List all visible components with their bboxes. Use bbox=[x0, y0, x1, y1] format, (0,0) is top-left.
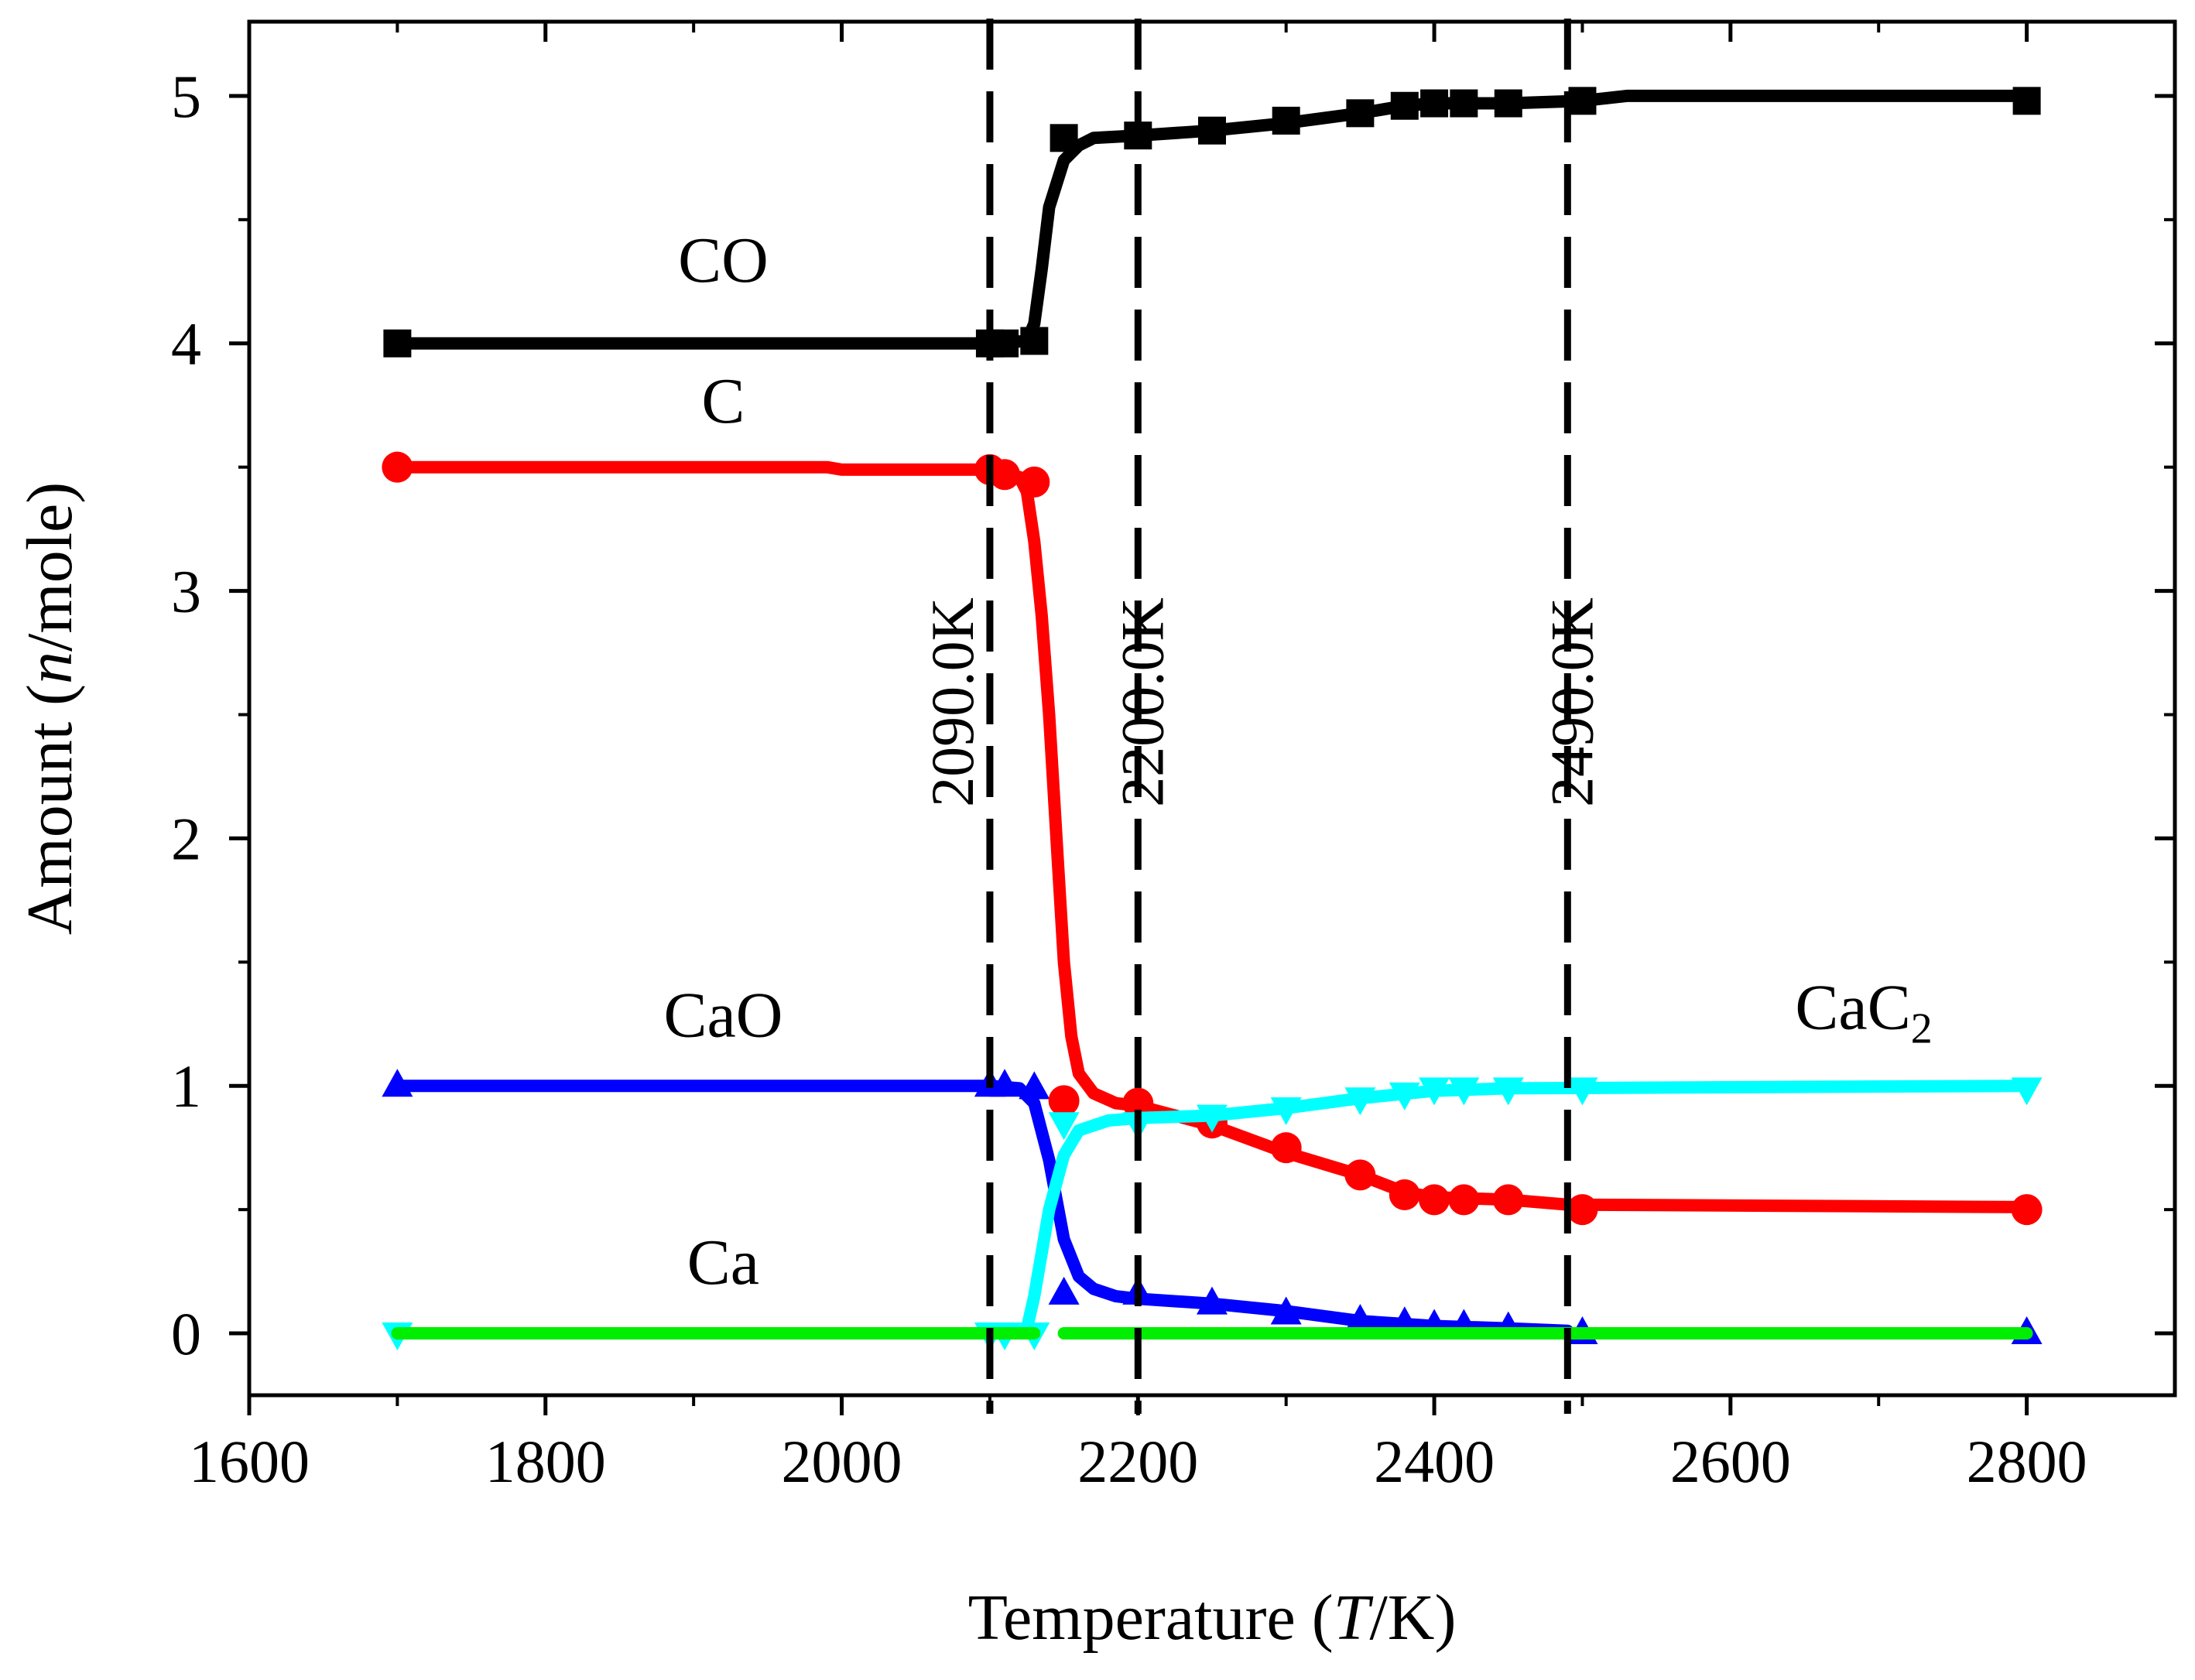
series-cac2-point-6 bbox=[1197, 1104, 1228, 1133]
series-cac2-point-12 bbox=[1492, 1077, 1524, 1106]
reference-line-label-0: 2090.0K bbox=[919, 597, 986, 807]
series-label-subscript: 2 bbox=[1911, 1005, 1933, 1053]
series-cac2-point-14 bbox=[2011, 1077, 2043, 1106]
series-co-point-3 bbox=[1020, 327, 1049, 355]
series-cac2-point-13 bbox=[1567, 1077, 1598, 1106]
series-cac2-point-10 bbox=[1419, 1077, 1450, 1106]
series-label-text: CaC bbox=[1795, 972, 1910, 1044]
x-tick-label-2800: 2800 bbox=[1967, 1428, 2087, 1495]
x-tick-label-2600: 2600 bbox=[1670, 1428, 1791, 1495]
series-labels: CO C CaO Ca CaC2 bbox=[663, 224, 1932, 1298]
series-c-point-13 bbox=[1567, 1194, 1598, 1226]
x-tick-label-2400: 2400 bbox=[1374, 1428, 1495, 1495]
y-tick-label-1: 1 bbox=[171, 1052, 201, 1120]
series-c-point-11 bbox=[1448, 1184, 1480, 1216]
x-axis-title: Temperature (T/K) bbox=[968, 1582, 1457, 1654]
series-label-cac2: CaC2 bbox=[1795, 972, 1932, 1053]
axis-tick-labels: 1600 1800 2000 2200 2400 2600 2800 0 1 2 3 4 5 bbox=[171, 63, 2087, 1495]
y-tick-label-2: 2 bbox=[171, 805, 201, 872]
series-co-point-6 bbox=[1198, 116, 1226, 145]
y-axis-title-var: n bbox=[14, 652, 86, 684]
series-cac2-point-4 bbox=[1048, 1112, 1080, 1141]
series-co-point-9 bbox=[1390, 91, 1419, 120]
series-c-point-9 bbox=[1389, 1179, 1420, 1210]
series-co-point-7 bbox=[1272, 106, 1300, 135]
series-c-point-8 bbox=[1344, 1159, 1376, 1191]
x-tick-label-2200: 2200 bbox=[1077, 1428, 1198, 1495]
plot-frame bbox=[247, 19, 2177, 1398]
x-axis-title-suffix: /K) bbox=[1369, 1582, 1456, 1654]
series-label-text: C bbox=[701, 365, 745, 437]
x-axis-title-prefix: Temperature ( bbox=[968, 1582, 1334, 1654]
series-c-point-12 bbox=[1492, 1184, 1524, 1216]
series-cao-point-4 bbox=[1048, 1276, 1080, 1305]
series-co-point-10 bbox=[1420, 89, 1449, 118]
series-cao-point-0 bbox=[382, 1069, 413, 1097]
x-axis-title-var: T bbox=[1334, 1582, 1374, 1654]
series-label-ca: Ca bbox=[687, 1227, 759, 1298]
series-c-point-5 bbox=[1122, 1087, 1154, 1119]
series-label-text: CO bbox=[678, 224, 769, 296]
x-tick-label-1800: 1800 bbox=[485, 1428, 606, 1495]
y-tick-label-5: 5 bbox=[171, 63, 201, 130]
series-co-point-0 bbox=[383, 329, 412, 358]
series-label-text: CaO bbox=[663, 979, 782, 1051]
series-co-point-2 bbox=[991, 329, 1019, 358]
series-label-c: C bbox=[701, 365, 745, 437]
series-c-point-0 bbox=[382, 451, 413, 483]
series-co-point-11 bbox=[1450, 89, 1478, 118]
y-tick-label-3: 3 bbox=[171, 558, 201, 625]
series-co-point-14 bbox=[2012, 87, 2041, 115]
series-c-point-14 bbox=[2011, 1194, 2043, 1226]
series-co-point-13 bbox=[1568, 87, 1597, 115]
series-label-text: Ca bbox=[687, 1227, 759, 1298]
reference-line-label-1: 2200.0K bbox=[1108, 597, 1176, 807]
series-c-point-7 bbox=[1270, 1132, 1302, 1164]
series-cao-point-2 bbox=[989, 1069, 1021, 1097]
y-axis-title-prefix: Amount ( bbox=[14, 684, 86, 935]
y-tick-label-4: 4 bbox=[171, 310, 201, 378]
x-tick-label-2000: 2000 bbox=[782, 1428, 902, 1495]
axis-ticks bbox=[229, 22, 2175, 1415]
series-c-point-4 bbox=[1048, 1085, 1080, 1117]
reference-line-label-2: 2490.0K bbox=[1538, 597, 1605, 807]
series-cac2-point-9 bbox=[1389, 1082, 1420, 1110]
series-label-cao: CaO bbox=[663, 979, 782, 1051]
series-label-co: CO bbox=[678, 224, 769, 296]
series-co-point-12 bbox=[1494, 89, 1522, 118]
series-cac2-point-11 bbox=[1448, 1077, 1480, 1106]
series-cao-point-7 bbox=[1270, 1296, 1302, 1325]
series-c-point-2 bbox=[989, 459, 1021, 491]
series-cac2-point-7 bbox=[1270, 1097, 1302, 1126]
series-c-point-3 bbox=[1019, 466, 1050, 498]
series-cao-point-8 bbox=[1344, 1304, 1376, 1333]
x-tick-label-1600: 1600 bbox=[189, 1428, 310, 1495]
series-co-point-8 bbox=[1346, 99, 1375, 128]
series-c bbox=[382, 451, 2043, 1226]
y-tick-label-0: 0 bbox=[171, 1300, 201, 1367]
series-cao-point-6 bbox=[1197, 1286, 1228, 1315]
series-c-point-10 bbox=[1419, 1184, 1450, 1216]
y-axis-title-suffix: /mole) bbox=[14, 482, 86, 652]
series-cao-point-3 bbox=[1019, 1071, 1050, 1100]
reference-lines: 2090.0K 2200.0K 2490.0K bbox=[919, 19, 1605, 1414]
plot-series bbox=[382, 87, 2043, 1351]
series-cac2-point-8 bbox=[1344, 1087, 1376, 1116]
y-axis-title: Amount (n/mole) bbox=[14, 482, 86, 936]
series-co-point-4 bbox=[1050, 124, 1078, 152]
